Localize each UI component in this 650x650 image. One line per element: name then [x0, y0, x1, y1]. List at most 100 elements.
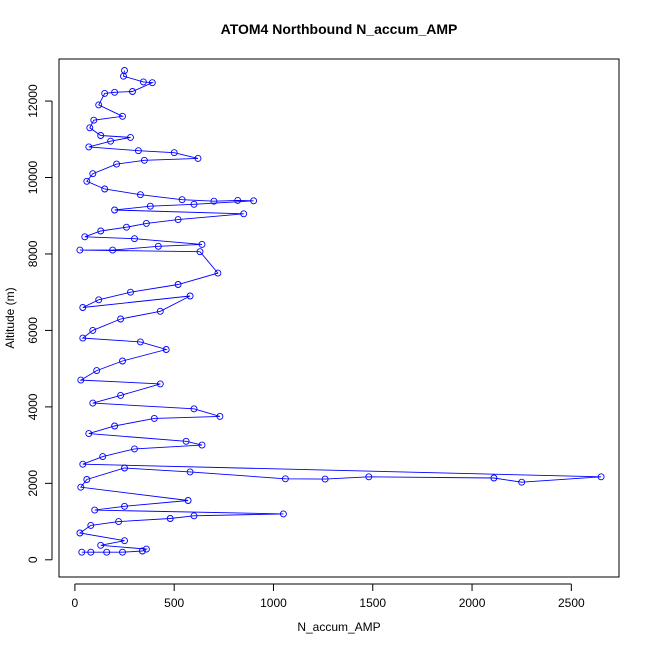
data-point	[194, 154, 202, 162]
data-point	[597, 473, 605, 481]
data-point	[121, 502, 128, 510]
data-point	[214, 269, 222, 277]
data-point	[90, 116, 98, 124]
data-point	[250, 197, 258, 205]
data-point	[111, 422, 119, 430]
data-point	[156, 307, 164, 315]
data-point	[78, 548, 86, 556]
data-point	[95, 296, 103, 304]
y-tick-label: 0	[26, 556, 40, 563]
data-point	[148, 79, 156, 87]
data-point	[281, 475, 289, 483]
data-point	[83, 476, 91, 483]
data-point	[119, 112, 126, 120]
data-point	[97, 541, 105, 549]
data-point	[154, 242, 162, 250]
data-point	[190, 405, 198, 413]
data-point	[120, 72, 127, 80]
data-point	[111, 88, 119, 96]
data-point	[79, 460, 87, 468]
y-tick-label: 2000	[26, 470, 40, 497]
data-point	[182, 437, 190, 445]
data-point	[174, 216, 182, 224]
data-point	[136, 338, 144, 346]
x-tick-label: 2500	[558, 596, 585, 610]
data-point	[140, 156, 148, 164]
data-point	[131, 445, 138, 453]
data-point	[134, 147, 142, 155]
data-point	[121, 464, 128, 472]
data-point	[79, 304, 87, 311]
data-point	[142, 545, 150, 553]
x-tick-label: 500	[164, 596, 184, 610]
data-point	[79, 334, 87, 342]
data-point	[95, 101, 103, 109]
data-point	[101, 185, 109, 193]
data-point	[99, 453, 107, 461]
data-point	[138, 547, 146, 555]
x-axis: 0 500 1000 1500 2000 2500	[72, 583, 585, 610]
data-point	[279, 510, 287, 518]
data-point	[89, 170, 97, 178]
data-point	[210, 197, 218, 205]
x-tick-label: 2000	[459, 596, 486, 610]
data-point	[166, 515, 174, 522]
data-point	[321, 475, 329, 483]
data-point	[109, 246, 117, 254]
data-point	[365, 473, 373, 481]
data-point	[115, 518, 123, 526]
y-tick-label: 4000	[26, 393, 40, 420]
data-point	[87, 548, 95, 556]
data-point	[87, 521, 95, 529]
data-point	[234, 196, 242, 204]
data-point	[119, 357, 126, 365]
data-point	[518, 478, 526, 486]
data-point	[216, 412, 224, 420]
x-tick-label: 0	[72, 596, 79, 610]
data-point	[198, 240, 206, 248]
data-point	[107, 137, 115, 145]
data-point	[111, 206, 119, 214]
y-axis: 0 2000 4000 6000 8000 10000 12000	[26, 84, 53, 563]
data-point	[91, 506, 99, 514]
data-point	[146, 202, 154, 210]
data-point	[136, 191, 144, 199]
data-point	[174, 281, 182, 288]
data-point	[97, 227, 105, 235]
data-point	[139, 78, 147, 86]
data-point	[240, 210, 248, 218]
data-point	[170, 149, 178, 157]
data-point	[117, 391, 125, 399]
data-point	[93, 367, 101, 375]
data-point	[156, 380, 164, 388]
data-point	[184, 497, 192, 504]
data-point	[77, 376, 85, 384]
x-tick-label: 1500	[359, 596, 386, 610]
data-point	[103, 548, 111, 556]
data-point	[119, 548, 126, 556]
data-point	[81, 233, 89, 241]
y-tick-label: 6000	[26, 317, 40, 344]
series-line	[78, 70, 602, 553]
data-point	[76, 246, 84, 254]
data-point	[196, 248, 204, 256]
data-point	[198, 441, 206, 449]
y-tick-label: 10000	[26, 161, 40, 195]
data-point	[142, 219, 150, 227]
data-point	[101, 89, 109, 97]
chart-title: ATOM4 Northbound N_accum_AMP	[221, 21, 458, 37]
data-point	[89, 326, 97, 334]
data-point	[190, 200, 198, 208]
data-point	[121, 537, 128, 545]
data-point	[86, 124, 94, 132]
data-point	[127, 288, 134, 296]
data-point	[127, 133, 134, 141]
x-tick-label: 1000	[260, 596, 287, 610]
data-point	[186, 292, 194, 300]
data-point	[190, 512, 198, 520]
data-point	[85, 143, 93, 151]
data-point	[89, 399, 97, 407]
data-point	[123, 223, 130, 231]
x-axis-title: N_accum_AMP	[297, 620, 380, 634]
